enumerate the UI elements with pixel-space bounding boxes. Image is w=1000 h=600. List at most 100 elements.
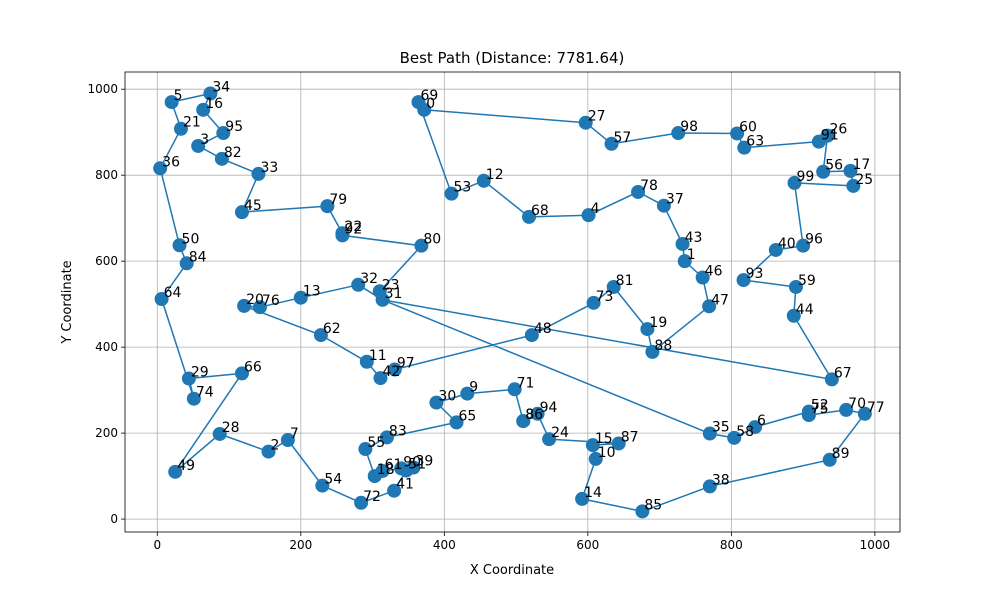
city-label: 9 — [469, 380, 478, 396]
city-point — [702, 426, 717, 441]
city-point — [179, 256, 194, 271]
y-tick-label: 600 — [95, 254, 118, 268]
y-tick-label: 800 — [95, 168, 118, 182]
x-tick-label: 400 — [433, 538, 456, 552]
city-point — [444, 186, 459, 201]
city-point — [788, 279, 803, 294]
x-tick-label: 0 — [153, 538, 161, 552]
city-point — [173, 121, 188, 136]
city-label: 35 — [712, 420, 730, 436]
city-label: 68 — [531, 203, 549, 219]
city-point — [575, 491, 590, 506]
city-label: 0 — [426, 96, 435, 112]
city-label: 67 — [834, 365, 852, 381]
city-label: 40 — [778, 236, 796, 252]
city-label: 46 — [705, 263, 723, 279]
city-point — [640, 322, 655, 337]
city-label: 49 — [177, 458, 195, 474]
city-point — [542, 432, 557, 447]
city-label: 10 — [598, 445, 616, 461]
y-tick-label: 400 — [95, 340, 118, 354]
city-point — [375, 292, 390, 307]
city-point — [656, 198, 671, 213]
city-point — [234, 366, 249, 381]
city-label: 7 — [290, 426, 299, 442]
city-label: 93 — [746, 266, 764, 282]
city-point — [411, 95, 426, 110]
city-label: 17 — [852, 157, 870, 173]
city-point — [358, 442, 373, 457]
city-label: 89 — [832, 446, 850, 462]
city-point — [822, 452, 837, 467]
city-label: 21 — [183, 115, 201, 131]
city-label: 3 — [200, 132, 209, 148]
city-point — [354, 495, 369, 510]
city-point — [387, 362, 402, 377]
city-point — [824, 372, 839, 387]
city-labels: 0123456789101112131415161718192021222324… — [162, 79, 885, 513]
city-point — [727, 430, 742, 445]
city-label: 52 — [811, 398, 829, 414]
city-label: 84 — [189, 249, 207, 265]
city-label: 34 — [212, 79, 230, 95]
city-label: 62 — [323, 321, 341, 337]
city-point — [516, 414, 531, 429]
city-point — [671, 126, 686, 141]
city-label: 53 — [454, 180, 472, 196]
city-point — [677, 254, 692, 269]
city-label: 75 — [811, 401, 829, 417]
city-label: 26 — [830, 122, 848, 138]
city-point — [196, 102, 211, 117]
chart-title: Best Path (Distance: 7781.64) — [400, 49, 625, 67]
y-tick-label: 200 — [95, 426, 118, 440]
y-axis-label: Y Coordinate — [60, 260, 75, 344]
city-point — [635, 504, 650, 519]
city-label: 55 — [367, 435, 385, 451]
city-label: 27 — [588, 109, 606, 125]
city-label: 18 — [377, 462, 395, 478]
city-point — [449, 415, 464, 430]
city-label: 15 — [595, 431, 613, 447]
city-point — [611, 436, 626, 451]
city-label: 2 — [271, 438, 280, 454]
city-point — [736, 273, 751, 288]
city-point — [237, 298, 252, 313]
city-label: 32 — [360, 271, 378, 287]
city-label: 11 — [369, 348, 387, 364]
city-label: 66 — [244, 359, 262, 375]
city-point — [168, 464, 183, 479]
city-label: 86 — [525, 407, 543, 423]
city-point — [313, 328, 328, 343]
city-label: 48 — [534, 321, 552, 337]
city-point — [234, 205, 249, 220]
city-point — [606, 279, 621, 294]
city-point — [359, 354, 374, 369]
city-label: 38 — [712, 472, 730, 488]
city-label: 71 — [517, 375, 535, 391]
city-label: 85 — [644, 497, 662, 513]
city-point — [645, 344, 660, 359]
city-label: 44 — [796, 302, 814, 318]
city-point — [524, 328, 539, 343]
city-point — [154, 291, 169, 306]
city-point — [631, 184, 646, 199]
city-label: 56 — [825, 158, 843, 174]
city-point — [252, 300, 267, 315]
x-tick-label: 800 — [720, 538, 743, 552]
city-point — [768, 242, 783, 257]
city-point — [181, 371, 196, 386]
city-point — [373, 371, 388, 386]
city-label: 73 — [596, 289, 614, 305]
city-point — [335, 228, 350, 243]
city-label: 88 — [654, 338, 672, 354]
city-label: 94 — [540, 400, 558, 416]
city-label: 14 — [584, 485, 602, 501]
city-label: 5 — [174, 88, 183, 104]
city-label: 51 — [408, 457, 426, 473]
city-label: 39 — [415, 454, 433, 470]
city-label: 57 — [614, 130, 632, 146]
city-point — [786, 308, 801, 323]
city-label: 28 — [222, 420, 240, 436]
city-label: 90 — [403, 454, 421, 470]
